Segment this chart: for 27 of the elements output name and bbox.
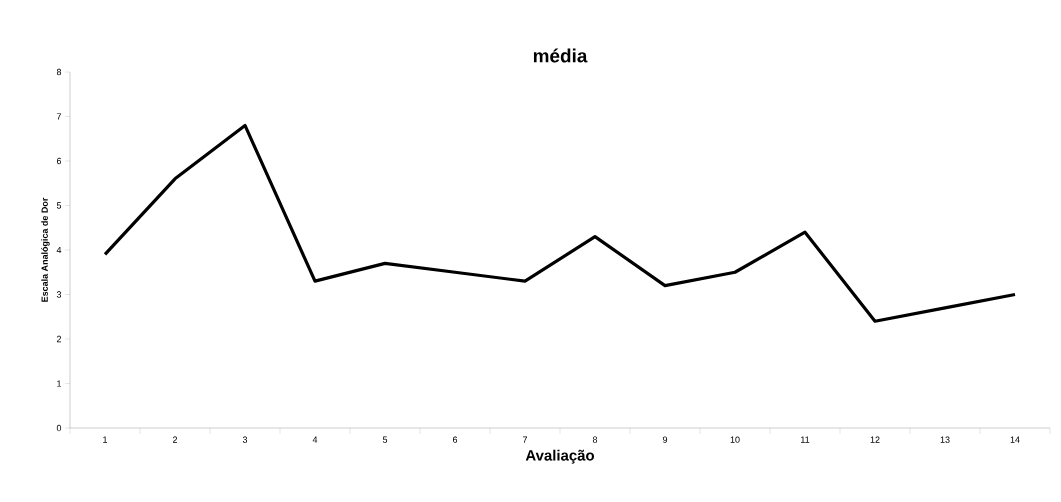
x-tick-label: 14 bbox=[1010, 436, 1020, 443]
y-tick-label: 6 bbox=[56, 157, 62, 165]
y-tick-label: 2 bbox=[56, 335, 62, 343]
y-tick-label: 1 bbox=[57, 380, 62, 387]
x-tick-label: 9 bbox=[662, 436, 668, 443]
y-tick-label: 4 bbox=[56, 246, 62, 254]
x-tick-label: 3 bbox=[242, 436, 248, 443]
x-tick-label: 11 bbox=[801, 436, 810, 443]
x-tick-label: 4 bbox=[312, 436, 318, 443]
x-tick-label: 7 bbox=[522, 436, 528, 443]
line-series bbox=[103, 123, 1017, 323]
chart-title: média bbox=[533, 48, 588, 63]
y-tick-label: 5 bbox=[56, 202, 62, 209]
y-tick-label: 3 bbox=[56, 291, 62, 298]
x-tick-label: 10 bbox=[730, 436, 740, 443]
x-tick-label: 1 bbox=[103, 436, 108, 443]
x-tick-label: 2 bbox=[172, 436, 178, 443]
x-tick-label: 12 bbox=[870, 436, 880, 443]
y-axis-title: Escala Analógica de Dor bbox=[41, 197, 50, 302]
y-tick-label: 0 bbox=[56, 424, 62, 432]
y-tick-label: 8 bbox=[56, 68, 62, 76]
x-tick-label: 8 bbox=[592, 436, 598, 443]
y-tick-label: 7 bbox=[56, 113, 62, 120]
x-tick-label: 6 bbox=[452, 436, 458, 443]
x-tick-label: 5 bbox=[382, 436, 388, 443]
x-tick-label: 13 bbox=[940, 436, 950, 443]
x-axis-title: Avaliação bbox=[525, 449, 595, 464]
